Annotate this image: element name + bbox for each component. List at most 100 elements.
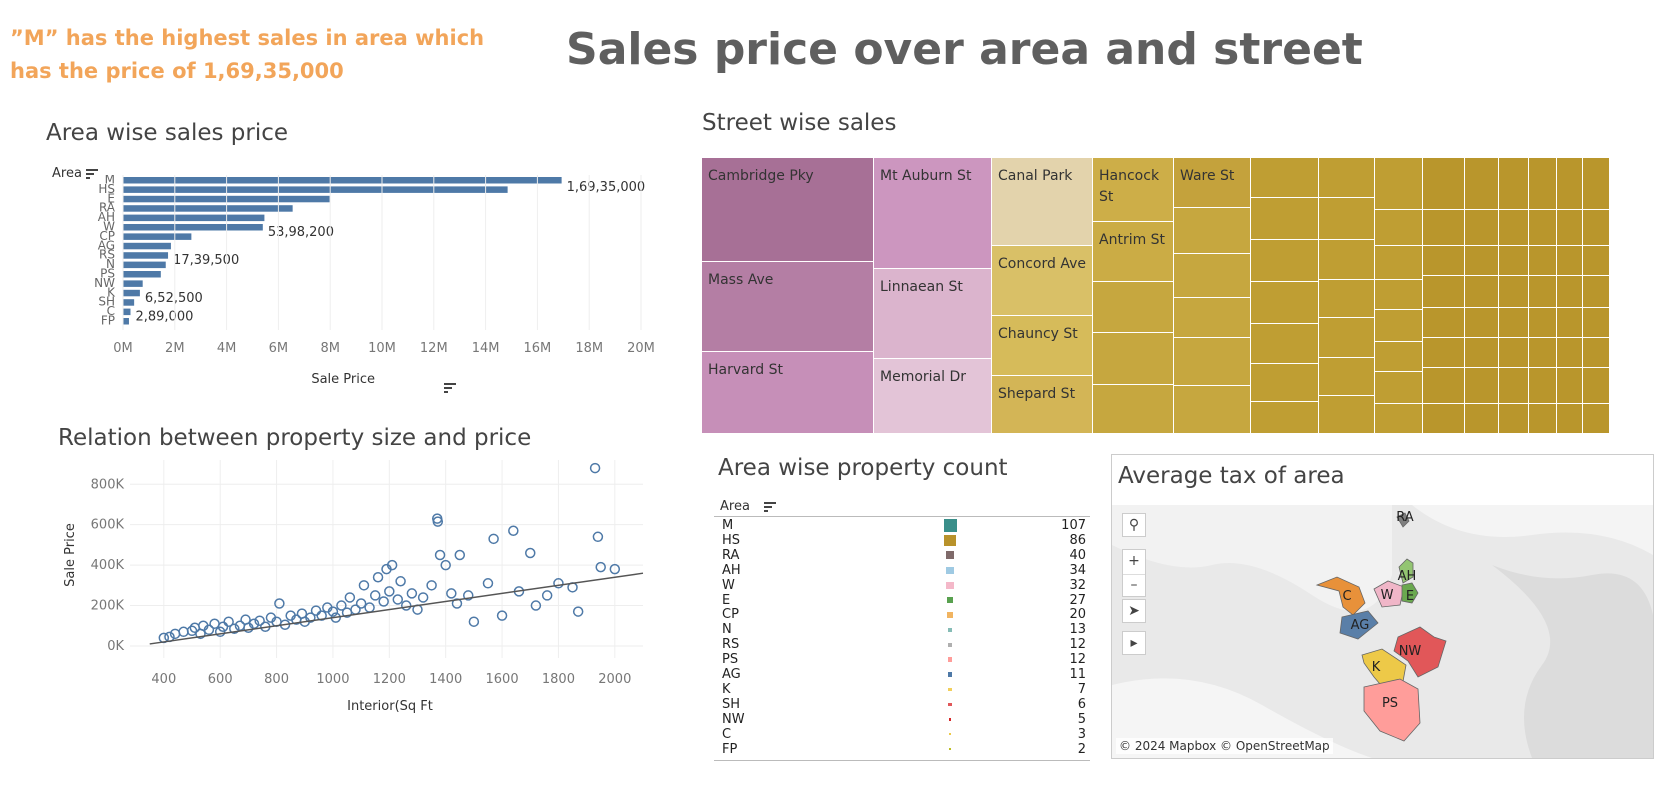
treemap-cell[interactable] — [1465, 338, 1499, 368]
treemap-cell[interactable] — [1465, 404, 1499, 434]
treemap-cell[interactable] — [1557, 368, 1583, 404]
bar[interactable] — [123, 233, 192, 240]
scatter-point[interactable] — [462, 590, 474, 601]
treemap-cell[interactable] — [1499, 210, 1529, 246]
treemap-cell[interactable] — [1174, 208, 1251, 254]
scatter-point[interactable] — [609, 563, 621, 575]
treemap-cell[interactable] — [1319, 198, 1375, 240]
treemap-cell[interactable] — [1251, 364, 1319, 402]
treemap-cell[interactable] — [1423, 368, 1465, 404]
treemap-cell[interactable] — [1319, 396, 1375, 434]
treemap-cell[interactable]: Harvard St — [702, 352, 874, 434]
treemap-cell[interactable] — [1465, 246, 1499, 276]
treemap-cell[interactable] — [1529, 276, 1557, 308]
scatter-point[interactable] — [336, 600, 347, 611]
bar[interactable] — [123, 252, 169, 259]
treemap-cell[interactable] — [1529, 338, 1557, 368]
bar[interactable] — [123, 308, 131, 316]
scatter-point[interactable] — [553, 578, 564, 589]
map-region[interactable] — [1363, 678, 1421, 742]
scatter-point[interactable] — [358, 580, 370, 591]
scatter-point[interactable] — [468, 616, 480, 627]
scatter-point[interactable] — [395, 576, 406, 587]
treemap-cell[interactable] — [1499, 404, 1529, 434]
treemap-cell[interactable] — [1583, 276, 1610, 308]
treemap-cell[interactable] — [1557, 404, 1583, 434]
scatter-point[interactable] — [530, 600, 542, 611]
scatter-point[interactable] — [496, 610, 508, 621]
scatter-point[interactable] — [482, 578, 494, 589]
treemap-cell[interactable] — [1319, 280, 1375, 318]
treemap-cell[interactable] — [1251, 402, 1319, 434]
treemap-cell[interactable] — [1251, 158, 1319, 198]
scatter-point[interactable] — [344, 592, 356, 603]
scatter-point[interactable] — [541, 590, 553, 601]
sort-icon[interactable] — [444, 383, 456, 393]
sort-icon[interactable] — [85, 168, 98, 179]
table-row[interactable]: AG 11 — [720, 667, 1090, 682]
treemap-cell[interactable] — [1251, 240, 1319, 282]
treemap-cell[interactable] — [1174, 338, 1251, 386]
area-header[interactable]: Area — [52, 166, 98, 181]
scatter-point[interactable] — [310, 605, 322, 616]
treemap-cell[interactable] — [1465, 308, 1499, 338]
scatter-point[interactable] — [305, 612, 316, 623]
treemap-cell[interactable] — [1375, 158, 1423, 210]
map-zoom-control[interactable]: + – — [1122, 549, 1146, 597]
treemap-cell[interactable] — [1583, 210, 1610, 246]
scatter-point[interactable] — [364, 602, 375, 613]
scatter-point[interactable] — [508, 525, 519, 536]
table-row[interactable]: W 32 — [720, 578, 1090, 593]
scatter-point[interactable] — [488, 533, 499, 545]
scatter-point[interactable] — [392, 594, 404, 605]
map-region[interactable] — [1401, 582, 1419, 604]
scatter-point[interactable] — [203, 624, 215, 636]
treemap-cell[interactable] — [1465, 158, 1499, 210]
table-row[interactable]: PS 12 — [720, 652, 1090, 667]
table-row[interactable]: RA 40 — [720, 548, 1090, 563]
treemap-cell[interactable] — [1423, 276, 1465, 308]
treemap-cell[interactable] — [1465, 210, 1499, 246]
scatter-point[interactable] — [384, 586, 395, 597]
treemap-cell[interactable]: Concord Ave — [992, 246, 1093, 316]
bar[interactable] — [123, 177, 562, 184]
bar[interactable] — [123, 280, 143, 287]
treemap-cell[interactable] — [1557, 338, 1583, 368]
table-row[interactable]: FP 2 — [720, 742, 1090, 757]
treemap-cell[interactable]: Antrim St — [1093, 222, 1174, 282]
treemap-cell[interactable] — [1423, 308, 1465, 338]
treemap-cell[interactable] — [1093, 333, 1174, 385]
scatter-point[interactable] — [592, 531, 604, 543]
scatter-point[interactable] — [327, 606, 339, 617]
treemap-cell[interactable] — [1499, 338, 1529, 368]
treemap-cell[interactable]: Mt Auburn St — [874, 158, 992, 269]
scatter-point[interactable] — [378, 596, 389, 607]
bar[interactable] — [123, 271, 161, 278]
map-play-button[interactable]: ▸ — [1122, 631, 1146, 655]
scatter-point[interactable] — [400, 600, 412, 611]
treemap-cell[interactable] — [1423, 246, 1465, 276]
scatter-point[interactable] — [209, 618, 220, 629]
treemap-cell[interactable] — [1499, 368, 1529, 404]
scatter-point[interactable] — [372, 571, 384, 583]
treemap-cell[interactable] — [1529, 404, 1557, 434]
scatter-point[interactable] — [229, 623, 240, 635]
treemap-cell[interactable] — [1529, 368, 1557, 404]
treemap-cell[interactable]: Memorial Dr — [874, 359, 992, 434]
treemap-cell[interactable] — [1375, 280, 1423, 310]
scatter-point[interactable] — [274, 598, 285, 609]
treemap-cell[interactable] — [1093, 385, 1174, 434]
treemap-cell[interactable] — [1375, 342, 1423, 372]
treemap-cell[interactable] — [1423, 404, 1465, 434]
map-pin-button[interactable]: ➤ — [1122, 599, 1146, 623]
table-row[interactable]: AH 34 — [720, 563, 1090, 578]
scatter-point[interactable] — [355, 598, 367, 609]
table-row[interactable]: CP 20 — [720, 607, 1090, 622]
scatter-point[interactable] — [595, 561, 606, 573]
table-row[interactable]: SH 6 — [720, 697, 1090, 712]
table-row[interactable]: E 27 — [720, 593, 1090, 608]
treemap-cell[interactable] — [1375, 310, 1423, 342]
treemap-cell[interactable] — [1375, 210, 1423, 246]
